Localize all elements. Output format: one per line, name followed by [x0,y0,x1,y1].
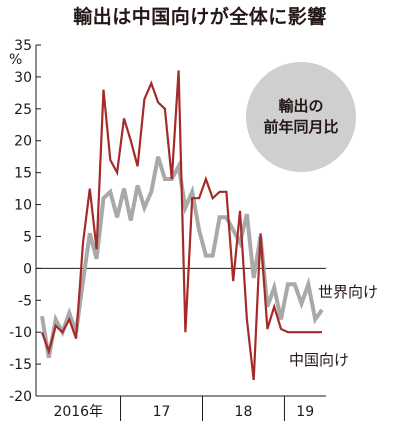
x-group-label: 2016年 [53,404,103,420]
y-tick-label: -20 [9,389,32,405]
series-label-world: 世界向け [318,283,379,301]
y-tick-label: 0 [23,261,32,277]
x-group-label: 17 [153,404,171,420]
y-tick-label: 30 [14,70,32,86]
y-tick-label: -5 [18,293,32,309]
y-tick-label: 35 [14,38,32,54]
subtitle-line-1: 輸出の [278,97,324,115]
y-tick-label: -10 [9,325,32,341]
series-label-china: 中国向け [289,351,350,369]
y-tick-label: -15 [9,357,32,373]
y-tick-label: 25 [14,102,32,118]
y-tick-label: 15 [14,166,32,182]
y-tick-label: 10 [14,198,32,214]
chart-title: 輸出は中国向けが全体に影響 [73,6,327,28]
subtitle-line-2: 前年同月比 [263,118,339,136]
x-group-label: 19 [296,404,314,420]
y-axis-unit: % [9,52,23,68]
series-line-china [40,70,322,381]
y-tick-label: 5 [23,229,32,245]
y-tick-label: 20 [14,134,32,150]
x-group-label: 18 [235,404,253,420]
subtitle-badge: 輸出の 前年同月比 [246,62,356,172]
